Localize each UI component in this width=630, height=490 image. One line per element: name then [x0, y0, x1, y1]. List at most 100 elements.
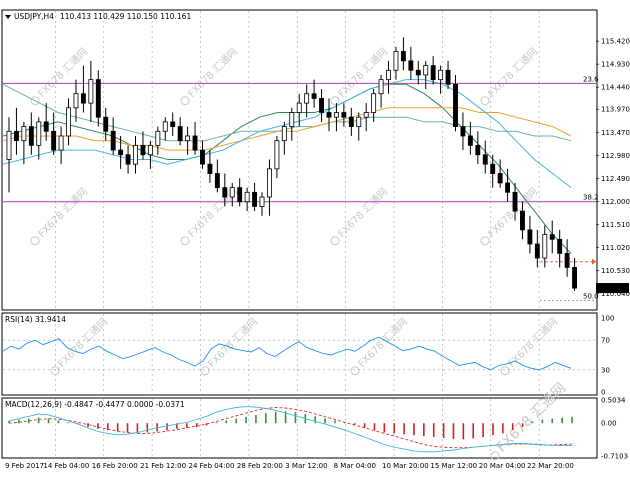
- level-marker-arrow: [592, 258, 596, 265]
- fx678-logo-icon: [330, 96, 340, 106]
- macd-title: MACD(12,26,9) -0.4847 -0.4477 0.0000 -0.…: [5, 400, 185, 409]
- down-triangle-icon[interactable]: [5, 15, 11, 19]
- x-tick-label: 3 Mar 12:00: [285, 462, 327, 470]
- moving-average-lines: [2, 79, 572, 254]
- fx678-logo-icon: [180, 236, 190, 246]
- candle-body: [445, 69, 451, 85]
- candle-body: [13, 130, 19, 142]
- candle-body: [177, 126, 183, 142]
- candle-body: [386, 69, 391, 81]
- candle-body: [170, 121, 176, 127]
- candle-body: [58, 135, 64, 151]
- rsi-y-tick-label: 70: [601, 337, 610, 345]
- candle-body: [467, 135, 473, 146]
- x-tick-label: 15 Mar 12:00: [430, 462, 477, 470]
- candle-body: [557, 238, 563, 254]
- rsi-title: RSI(14) 31.9414: [5, 315, 66, 324]
- x-tick-label: 9 Feb 2017: [5, 462, 44, 470]
- candle-body: [497, 173, 503, 184]
- macd-panel[interactable]: [1, 397, 598, 459]
- rsi-line: [2, 336, 572, 371]
- candle-body: [66, 107, 71, 137]
- candle-body: [341, 112, 347, 118]
- price-y-tick-label: 111.510: [601, 221, 630, 229]
- candle-body: [118, 149, 124, 156]
- candle-body: [207, 163, 213, 174]
- candle-body: [453, 83, 458, 127]
- x-tick-label: 20 Mar 04:00: [479, 462, 526, 470]
- fib-level-label: 38.2: [583, 194, 599, 202]
- price-y-tick-label: 113.970: [601, 106, 630, 114]
- candle-body: [408, 60, 414, 71]
- fibonacci-levels: 23.6 38.2 50.0: [3, 75, 599, 301]
- price-y-tick-label: 110.040: [601, 290, 630, 298]
- fib-level-label: 23.6: [583, 75, 599, 83]
- price-y-tick-label: 112.490: [601, 175, 630, 183]
- price-y-tick-label: 112.980: [601, 152, 630, 160]
- candle-body: [281, 126, 287, 142]
- fx678-logo-icon: [480, 96, 490, 106]
- candle-body: [438, 69, 444, 81]
- candle-body: [200, 149, 205, 165]
- x-tick-label: 24 Feb 04:00: [189, 462, 235, 470]
- candle-body: [80, 93, 86, 104]
- candle-body: [415, 69, 421, 76]
- candle-body: [36, 121, 42, 146]
- candle-body: [482, 154, 488, 165]
- x-tick-label: 10 Mar 20:00: [382, 462, 429, 470]
- candle-body: [252, 191, 258, 207]
- price-y-tick-label: 113.470: [601, 129, 630, 137]
- x-tick-label: 14 Feb 04:00: [43, 462, 89, 470]
- candle-body: [564, 252, 570, 268]
- candle-body: [222, 187, 228, 198]
- candle-body: [267, 168, 272, 198]
- candle-body: [28, 126, 34, 146]
- price-y-tick-label: 110.530: [601, 267, 630, 275]
- candle-body: [423, 65, 429, 76]
- price-y-tick-label: 114.440: [601, 84, 630, 92]
- candle-body: [542, 234, 548, 259]
- fx678-logo-icon: [330, 236, 340, 246]
- candle-body: [289, 112, 295, 127]
- candle-body: [460, 126, 466, 137]
- candle-body: [505, 182, 511, 193]
- macd-y-tick-label: -0.7103: [601, 453, 628, 461]
- candle-body: [237, 187, 243, 203]
- x-tick-label: 8 Mar 04:00: [334, 462, 376, 470]
- candle-body: [147, 144, 153, 156]
- candle-body: [43, 121, 49, 132]
- macd-main-line: [8, 406, 572, 453]
- candle-body: [110, 130, 116, 151]
- candle-body: [274, 140, 280, 170]
- price-y-tick-label: 111.020: [601, 244, 630, 252]
- candlestick-series: [6, 37, 578, 291]
- candle-body: [348, 116, 354, 127]
- ohlc-label: 110.413 110.429 110.150 110.161: [60, 12, 191, 21]
- candle-body: [490, 163, 496, 174]
- candle-body: [6, 130, 12, 160]
- rsi-y-tick-label: 0: [601, 389, 605, 397]
- candle-body: [95, 79, 101, 118]
- fib-level-label: 50.0: [583, 292, 599, 300]
- candle-body: [103, 116, 109, 132]
- fx678-logo-icon: [50, 366, 60, 376]
- rsi-y-tick-label: 100: [601, 315, 614, 323]
- moving-average-line: [2, 107, 572, 151]
- rsi-panel[interactable]: [1, 312, 598, 396]
- fx678-logo-icon: [200, 366, 210, 376]
- candle-body: [549, 234, 555, 240]
- candle-body: [304, 93, 310, 104]
- moving-average-line: [2, 83, 572, 142]
- candle-body: [333, 112, 339, 118]
- price-y-tick-label: 115.420: [601, 38, 630, 46]
- price-y-tick-label: 114.930: [601, 61, 630, 69]
- candle-body: [51, 130, 57, 151]
- current-price-label: 110.161: [598, 285, 627, 293]
- moving-average-line: [2, 83, 572, 254]
- candle-body: [430, 65, 436, 81]
- candle-body: [520, 210, 525, 231]
- candle-body: [296, 102, 302, 113]
- main-price-panel[interactable]: [1, 9, 598, 311]
- candle-body: [393, 51, 399, 71]
